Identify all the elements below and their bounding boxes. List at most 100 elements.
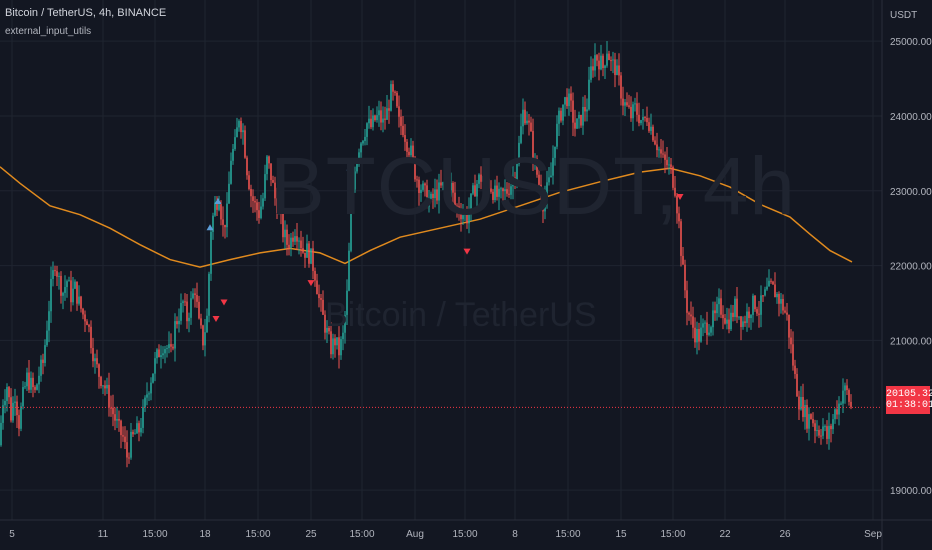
- y-tick-label: 22000.00: [890, 262, 932, 273]
- candle-body: [18, 415, 20, 429]
- x-tick-label: 22: [719, 529, 731, 540]
- candle-body: [720, 298, 722, 315]
- candle-body: [576, 118, 578, 129]
- candle-body: [344, 314, 346, 333]
- candle-body: [152, 373, 154, 383]
- candle-body: [288, 244, 290, 248]
- candle-body: [612, 59, 614, 61]
- candle-body: [566, 97, 568, 107]
- candle-body: [292, 237, 294, 242]
- candle-body: [740, 316, 742, 327]
- candle-body: [680, 221, 682, 256]
- candle-body: [508, 193, 510, 195]
- candle-body: [488, 178, 490, 189]
- candle-body: [38, 375, 40, 385]
- candle-body: [526, 120, 528, 124]
- candle-body: [276, 198, 278, 214]
- candle-body: [46, 330, 48, 346]
- candle-body: [690, 314, 692, 317]
- candle-body: [650, 126, 652, 131]
- y-tick-label: 19000.00: [890, 486, 932, 497]
- candle-body: [710, 327, 712, 333]
- candle-body: [64, 287, 66, 293]
- candle-body: [746, 311, 748, 323]
- candle-body: [480, 174, 482, 182]
- candle-body: [528, 120, 530, 123]
- candle-body: [8, 387, 10, 398]
- candle-body: [730, 312, 732, 330]
- candle-body: [352, 189, 354, 208]
- y-tick-label: 23000.00: [890, 187, 932, 198]
- candle-body: [586, 109, 588, 112]
- moving-average-layer: [0, 166, 853, 268]
- candle-body: [130, 431, 132, 458]
- candle-body: [384, 118, 386, 120]
- candle-body: [278, 205, 280, 214]
- x-tick-label: 15: [615, 529, 627, 540]
- candle-body: [280, 205, 282, 212]
- candle-body: [402, 125, 404, 136]
- candle-body: [146, 394, 148, 398]
- candle-body: [294, 236, 296, 242]
- y-tick-label: 21000.00: [890, 336, 932, 347]
- candle-body: [670, 164, 672, 167]
- x-tick-label: 15:00: [349, 529, 374, 540]
- candle-body: [186, 301, 188, 322]
- candle-body: [582, 106, 584, 126]
- candle-body: [580, 114, 582, 126]
- candle-body: [264, 174, 266, 199]
- candle-body: [718, 298, 720, 305]
- watermark-symbol: BTCUSDT, 4h: [270, 141, 796, 232]
- candle-body: [144, 397, 146, 408]
- x-tick-label: 15:00: [245, 529, 270, 540]
- candle-body: [192, 293, 194, 299]
- candle-body: [570, 93, 572, 101]
- candle-body: [558, 110, 560, 124]
- candle-body: [154, 358, 156, 374]
- candle-body: [12, 402, 14, 421]
- candle-body: [238, 120, 240, 128]
- candle-body: [678, 213, 680, 222]
- candle-body: [334, 338, 336, 346]
- candle-body: [598, 60, 600, 70]
- candle-body: [614, 59, 616, 76]
- candle-body: [120, 420, 122, 436]
- candle-body: [460, 213, 462, 220]
- x-tick-label: 15:00: [660, 529, 685, 540]
- candle-body: [822, 426, 824, 436]
- candle-body: [632, 104, 634, 119]
- watermark-description: Bitcoin / TetherUS: [325, 296, 597, 334]
- candle-body: [134, 433, 136, 435]
- candle-body: [6, 387, 8, 402]
- candle-body: [128, 457, 130, 459]
- candle-body: [388, 108, 390, 111]
- candle-body: [628, 105, 630, 107]
- candle-body: [666, 159, 668, 166]
- candle-body: [652, 126, 654, 141]
- candle-body: [72, 288, 74, 303]
- candle-body: [458, 206, 460, 214]
- candle-body: [756, 309, 758, 314]
- candle-body: [318, 294, 320, 299]
- indicator-name[interactable]: external_input_utils: [5, 26, 92, 37]
- candle-body: [676, 195, 678, 214]
- candle-body: [702, 323, 704, 328]
- candle-body: [346, 290, 348, 315]
- candle-body: [28, 372, 30, 390]
- symbol-title[interactable]: Bitcoin / TetherUS, 4h, BINANCE: [5, 7, 167, 19]
- candle-body: [560, 110, 562, 121]
- candle-body: [418, 179, 420, 193]
- candle-body: [244, 130, 246, 158]
- candle-body: [728, 319, 730, 330]
- candle-body: [542, 199, 544, 212]
- candle-body: [222, 219, 224, 225]
- candle-body: [226, 203, 228, 228]
- candle-body: [722, 314, 724, 319]
- candle-body: [716, 304, 718, 314]
- candle-body: [798, 396, 800, 410]
- candle-body: [600, 55, 602, 70]
- candle-body: [818, 429, 820, 436]
- candle-body: [114, 414, 116, 421]
- candle-body: [472, 185, 474, 194]
